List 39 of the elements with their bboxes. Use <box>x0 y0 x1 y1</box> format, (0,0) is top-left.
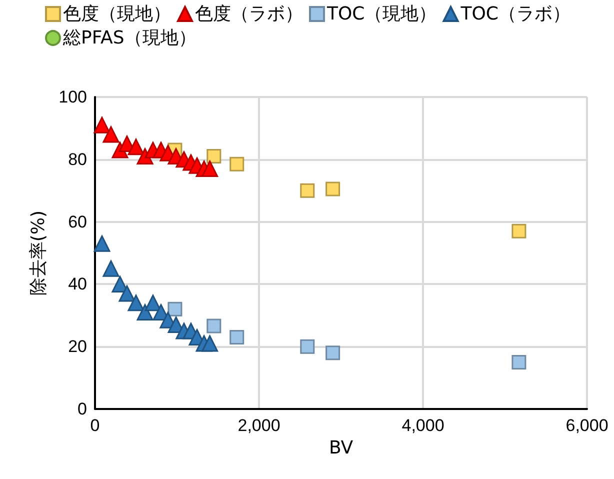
y-tick-label: 20 <box>68 337 87 356</box>
point <box>326 182 340 196</box>
x-tick-label: 0 <box>90 416 100 435</box>
point <box>102 126 120 143</box>
y-tick-label: 100 <box>58 88 87 106</box>
point <box>168 302 182 316</box>
y-tick-label: 40 <box>68 274 87 294</box>
point <box>202 335 218 352</box>
point <box>136 304 154 321</box>
y-tick-label: 80 <box>68 150 87 169</box>
point <box>128 294 144 312</box>
point <box>512 354 526 370</box>
point <box>206 149 222 164</box>
point <box>230 330 244 344</box>
legend-label: 総PFAS（現地） <box>62 28 196 48</box>
y-tick-label: 0 <box>78 400 87 418</box>
point <box>512 224 526 238</box>
x-tick-label: 4,000 <box>402 416 444 435</box>
point <box>94 235 110 252</box>
point <box>118 285 136 302</box>
y-axis-title: 除去率(%) <box>28 210 50 296</box>
legend-label: TOC（ラボ） <box>460 4 570 24</box>
point <box>94 116 110 134</box>
point <box>300 183 315 198</box>
x-axis-title: BV <box>328 438 354 458</box>
x-tick-label: 2,000 <box>238 416 280 435</box>
point <box>202 160 218 178</box>
point <box>144 294 162 312</box>
point <box>326 346 340 360</box>
legend-label: TOC（現地） <box>326 4 437 24</box>
point <box>128 138 144 156</box>
point <box>102 260 120 277</box>
legend-label: 色度（ラボ） <box>195 4 303 24</box>
legend-label: 色度（現地） <box>63 4 171 24</box>
y-tick-label: 60 <box>68 212 87 232</box>
point <box>206 318 222 334</box>
point <box>300 339 315 354</box>
point <box>230 156 244 172</box>
x-tick-label: 6,000 <box>566 416 608 435</box>
